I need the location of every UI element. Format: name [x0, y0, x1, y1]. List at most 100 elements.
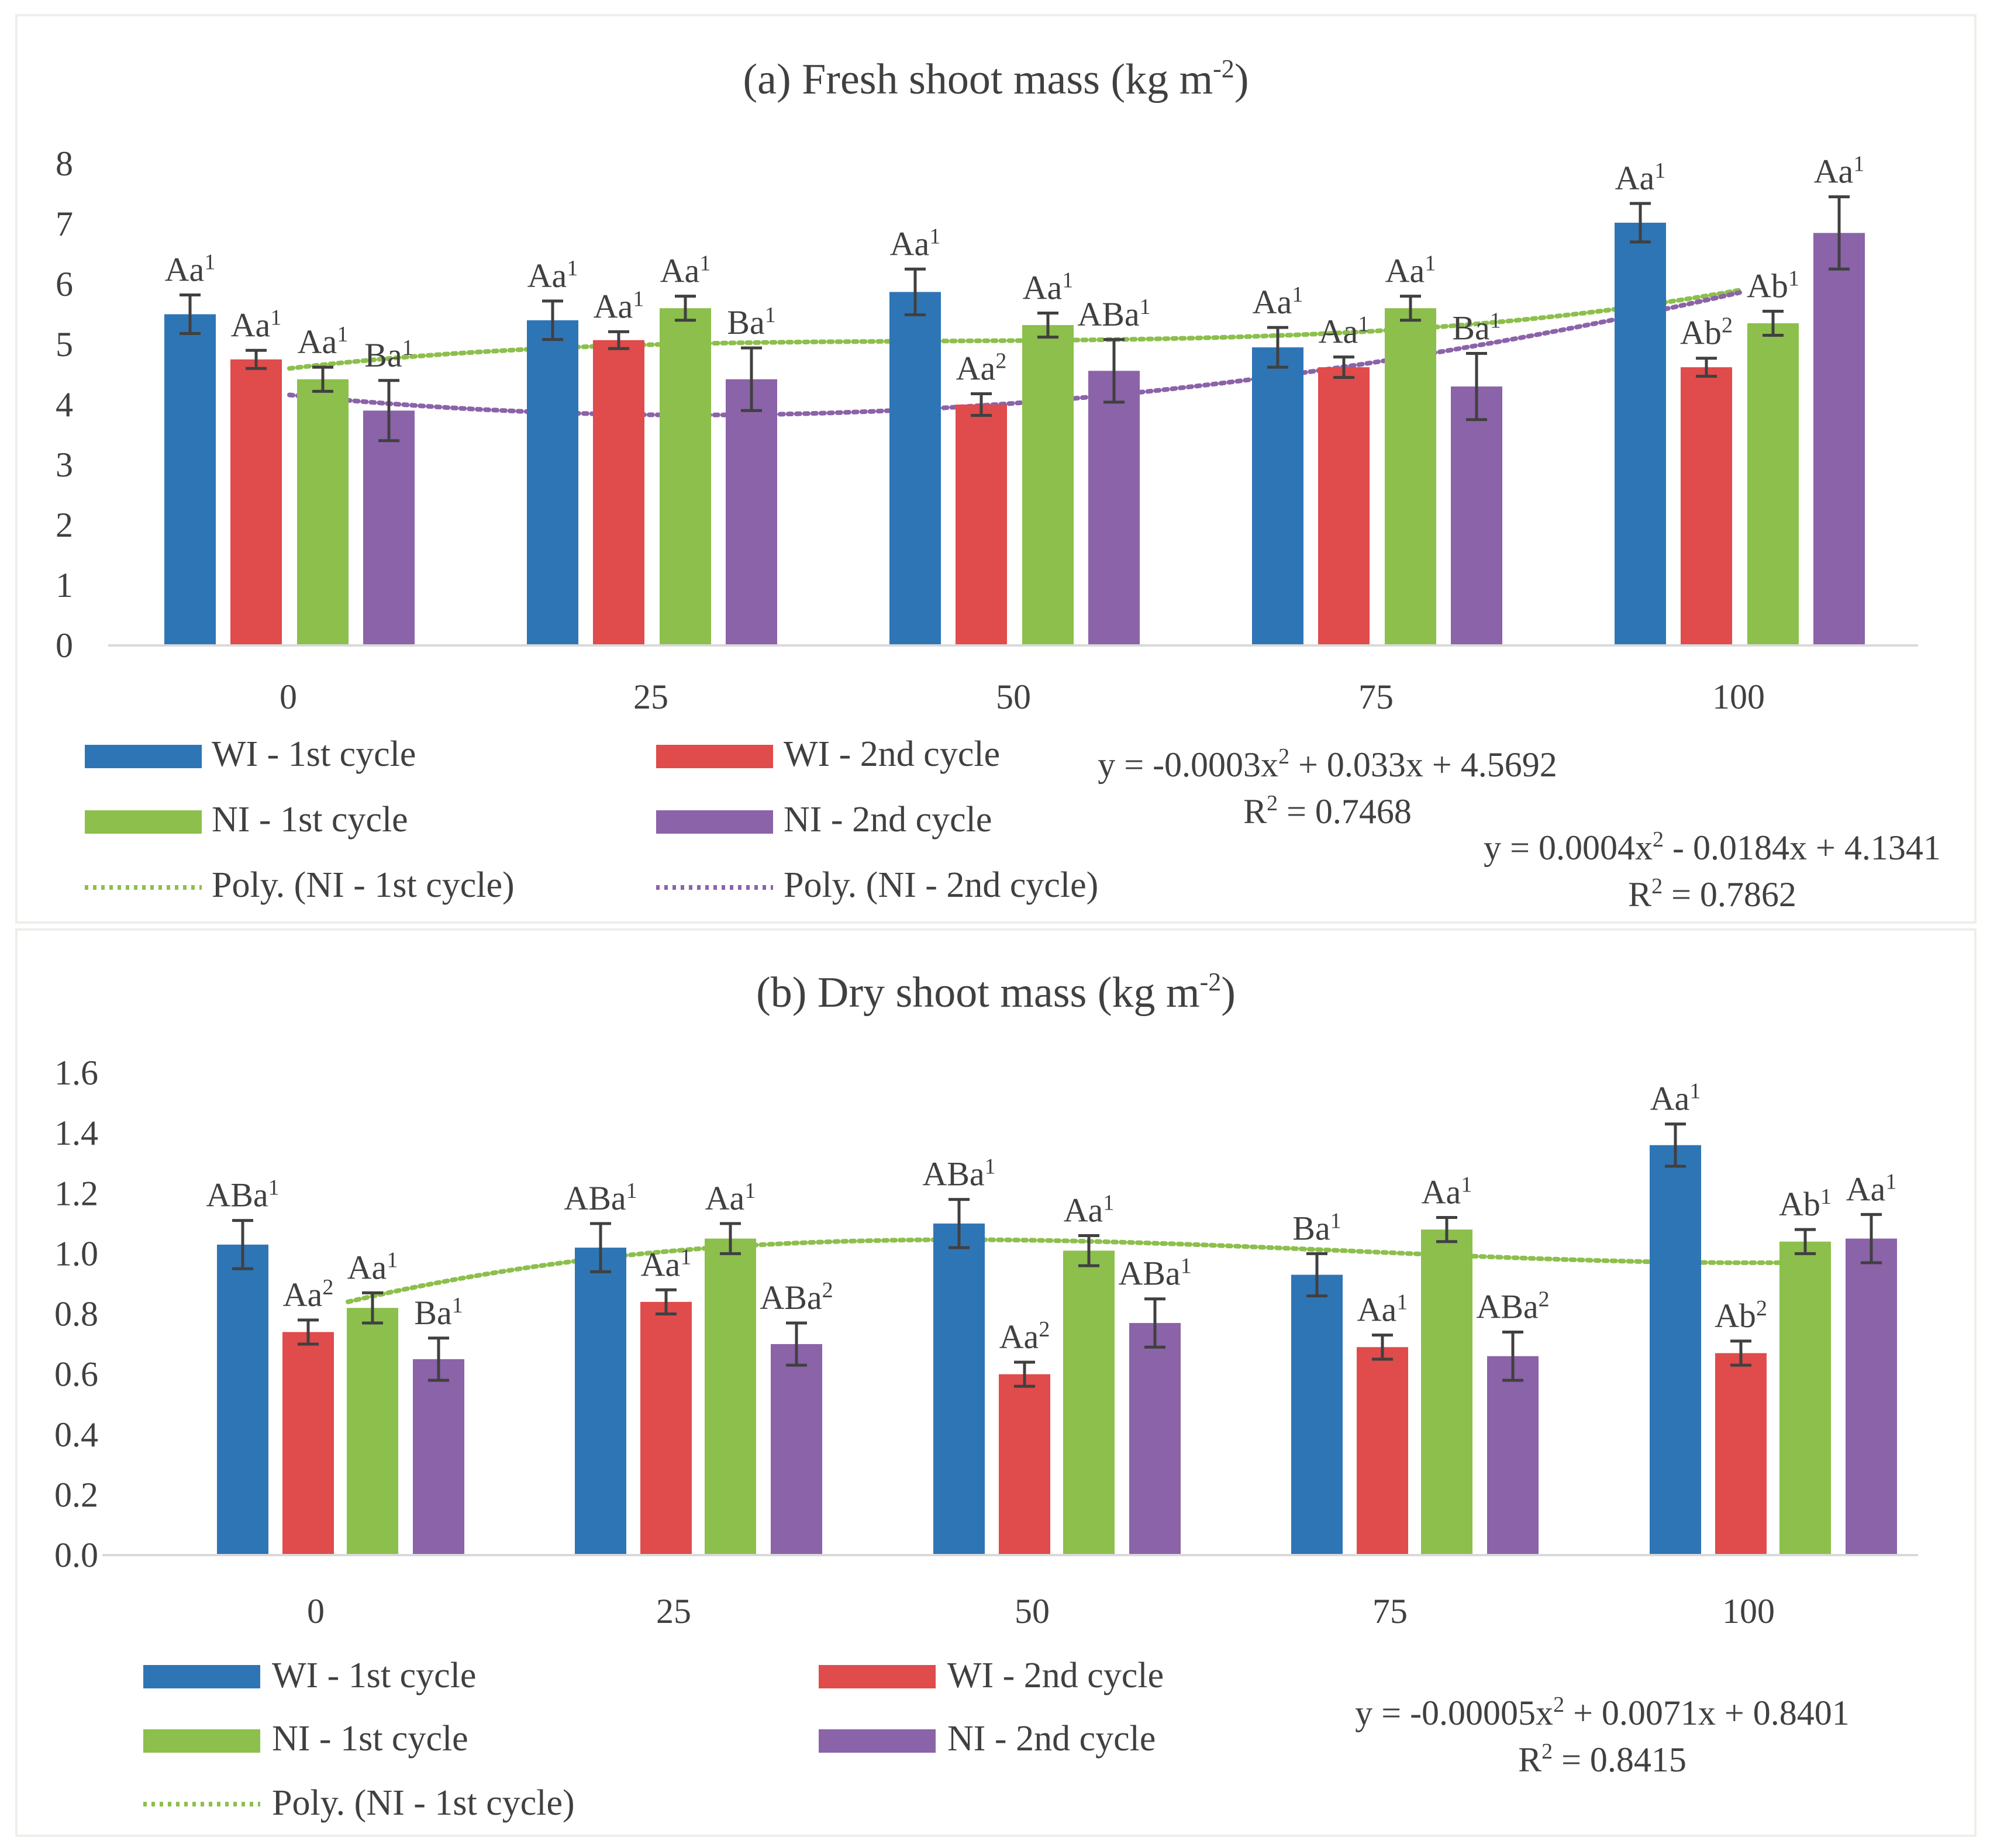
bar — [593, 340, 644, 645]
bar — [363, 410, 415, 645]
data-label: Aa2 — [999, 1317, 1050, 1356]
bar — [1451, 386, 1502, 645]
y-tick-label: 1.6 — [54, 1053, 98, 1092]
bar — [999, 1374, 1050, 1555]
data-label: ABa1 — [1118, 1254, 1191, 1293]
data-label: Aa1 — [1615, 158, 1666, 197]
data-label: Ba1 — [414, 1293, 463, 1332]
panel-a-r2-ni-2nd: R2 = 0.7862 — [1628, 874, 1796, 914]
bar — [726, 379, 777, 645]
data-label: ABa2 — [760, 1278, 833, 1317]
legend-swatch-wi-2nd — [656, 745, 773, 768]
bar — [230, 359, 282, 645]
legend-swatch-wi-1st — [85, 745, 202, 768]
y-tick-label: 4 — [56, 385, 73, 424]
x-tick-label: 0 — [307, 1592, 325, 1631]
panel-a-y-axis: 0 1 2 3 4 5 6 7 8 — [56, 144, 73, 665]
legend-swatch-ni-1st — [143, 1729, 260, 1753]
legend-label-poly-ni-1st: Poly. (NI - 1st cycle) — [212, 865, 515, 905]
bar — [1779, 1241, 1831, 1555]
legend-swatch-ni-2nd — [656, 810, 773, 834]
bar — [933, 1223, 985, 1555]
panel-a-legend: WI - 1st cycle WI - 2nd cycle NI - 1st c… — [85, 734, 1098, 905]
legend-label-poly-ni-2nd: Poly. (NI - 2nd cycle) — [784, 865, 1098, 905]
y-tick-label: 1.4 — [54, 1114, 98, 1152]
legend-label-wi-1st: WI - 1st cycle — [212, 734, 416, 774]
bar — [217, 1244, 268, 1555]
bar — [347, 1308, 398, 1555]
data-label: Aa1 — [1023, 268, 1074, 306]
bar — [889, 292, 941, 645]
y-tick-label: 8 — [56, 144, 73, 183]
bar — [164, 314, 216, 645]
bar — [527, 320, 578, 645]
legend-label-wi-1st: WI - 1st cycle — [272, 1656, 476, 1695]
data-label: Aa1 — [1064, 1190, 1115, 1229]
bar — [1129, 1322, 1181, 1555]
legend-label-wi-2nd: WI - 2nd cycle — [947, 1656, 1164, 1695]
x-tick-label: 75 — [1358, 678, 1394, 716]
data-label: Ba1 — [364, 336, 413, 374]
bar — [1291, 1274, 1343, 1555]
data-label: Aa1 — [231, 305, 282, 344]
panel-a-r2-ni-1st: R2 = 0.7468 — [1243, 791, 1412, 831]
bar — [1022, 325, 1074, 645]
bar — [1615, 222, 1666, 645]
data-label: Aa1 — [660, 251, 711, 290]
data-label: Aa1 — [890, 224, 941, 262]
data-label: Ab1 — [1747, 266, 1799, 305]
x-tick-label: 0 — [280, 678, 297, 716]
y-tick-label: 6 — [56, 265, 73, 303]
y-tick-label: 0 — [56, 626, 73, 665]
legend-swatch-wi-2nd — [819, 1665, 936, 1688]
data-label: Ba1 — [1452, 308, 1501, 347]
bar — [1650, 1145, 1701, 1555]
data-label: Ba1 — [727, 303, 775, 341]
legend-label-ni-2nd: NI - 2nd cycle — [947, 1719, 1156, 1759]
x-tick-label: 100 — [1712, 678, 1765, 716]
x-tick-label: 75 — [1372, 1592, 1408, 1631]
bar — [1846, 1238, 1897, 1555]
panel-b-y-axis: 0.0 0.2 0.4 0.6 0.8 1.0 1.2 1.4 1.6 — [54, 1053, 98, 1574]
legend-swatch-ni-1st — [85, 810, 202, 834]
data-label: Aa1 — [1422, 1173, 1472, 1211]
y-tick-label: 0.8 — [54, 1295, 98, 1334]
panel-a-title: (a) Fresh shoot mass (kg m-2) — [743, 54, 1249, 103]
legend-label-ni-1st: NI - 1st cycle — [212, 800, 408, 840]
panel-a-x-axis: 0 25 50 75 100 — [280, 678, 1765, 716]
bar — [956, 405, 1007, 645]
panel-b-frame — [15, 928, 1977, 1837]
y-tick-label: 5 — [56, 325, 73, 364]
panel-b-title: (b) Dry shoot mass (kg m-2) — [756, 968, 1236, 1017]
x-tick-label: 50 — [996, 678, 1031, 716]
data-label: ABa1 — [564, 1179, 637, 1217]
y-tick-label: 7 — [56, 205, 73, 243]
data-label: Ab2 — [1715, 1296, 1767, 1335]
data-label: ABa2 — [1476, 1287, 1549, 1325]
y-tick-label: 1.2 — [54, 1174, 98, 1213]
x-tick-label: 50 — [1015, 1592, 1050, 1631]
data-label: Aa1 — [1253, 282, 1303, 321]
bar — [1681, 367, 1732, 645]
legend-swatch-ni-2nd — [819, 1729, 936, 1753]
panel-a-frame — [15, 14, 1977, 924]
data-label: Ab1 — [1779, 1184, 1832, 1223]
data-label: Aa1 — [1319, 312, 1370, 351]
y-tick-label: 1 — [56, 566, 73, 605]
data-label: Aa1 — [641, 1245, 692, 1283]
legend-label-wi-2nd: WI - 2nd cycle — [784, 734, 1000, 774]
data-label: Aa1 — [1846, 1169, 1897, 1208]
panel-a-equation-ni-2nd: y = 0.0004x2 - 0.0184x + 4.1341 — [1484, 827, 1941, 867]
data-label: Ba1 — [1292, 1208, 1341, 1247]
bar — [282, 1332, 334, 1555]
bar — [771, 1344, 822, 1555]
bar — [1357, 1347, 1408, 1555]
data-label: Aa1 — [1357, 1290, 1408, 1329]
data-label: Aa1 — [1650, 1079, 1701, 1118]
bar — [660, 308, 711, 645]
legend-label-ni-2nd: NI - 2nd cycle — [784, 800, 992, 840]
bar — [1421, 1229, 1472, 1555]
panel-a-equation-ni-1st: y = -0.0003x2 + 0.033x + 4.5692 — [1098, 744, 1557, 784]
